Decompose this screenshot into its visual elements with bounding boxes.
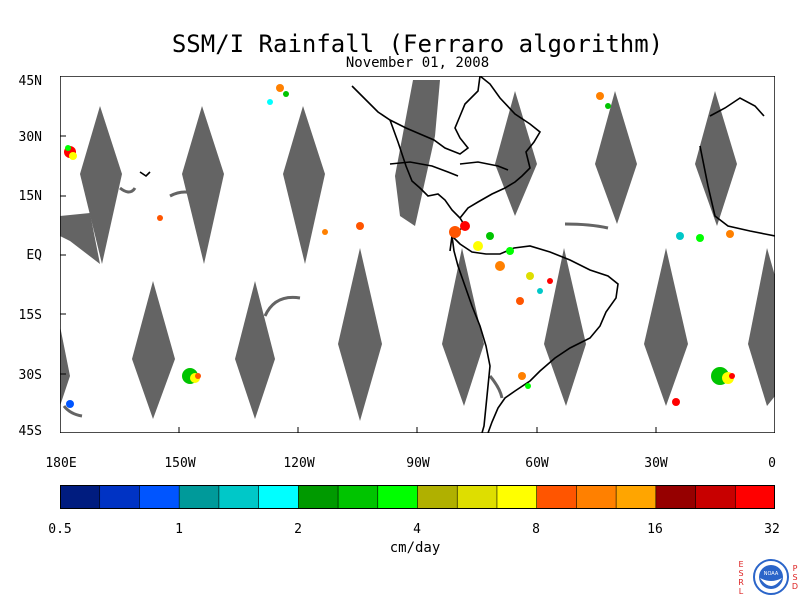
colorbar-swatch — [417, 485, 458, 509]
colorbar-swatch — [298, 485, 339, 509]
map-title: SSM/I Rainfall (Ferraro algorithm) — [171, 30, 664, 58]
colorbar-swatch — [139, 485, 180, 509]
colorbar-swatch — [457, 485, 498, 509]
colorbar-swatch — [179, 485, 220, 509]
y-tick-label: 30S — [18, 368, 42, 383]
x-tick-label: 0 — [768, 456, 776, 471]
rainfall-map — [60, 76, 775, 433]
colorbar-tick-label: 1 — [175, 522, 183, 537]
colorbar-tick-label: 16 — [647, 522, 663, 537]
colorbar-swatch — [616, 485, 657, 509]
colorbar-tick-label: 2 — [294, 522, 302, 537]
x-tick-label: 30W — [644, 456, 668, 471]
y-tick-label: 45N — [18, 74, 42, 89]
colorbar-swatch — [695, 485, 736, 509]
colorbar-swatch — [338, 485, 379, 509]
y-tick-label: 30N — [18, 130, 42, 145]
colorbar-tick-label: 4 — [413, 522, 421, 537]
colorbar-swatch — [536, 485, 577, 509]
x-tick-label: 180E — [45, 456, 77, 471]
x-tick-label: 120W — [283, 456, 315, 471]
colorbar-swatch — [99, 485, 140, 509]
y-tick-label: EQ — [26, 248, 42, 263]
colorbar-tick-label: 8 — [532, 522, 540, 537]
colorbar-swatch — [377, 485, 418, 509]
colorbar-swatch — [576, 485, 617, 509]
y-tick-label: 15S — [18, 308, 42, 323]
swath-gaps — [60, 80, 775, 421]
x-tick-label: 60W — [525, 456, 549, 471]
svg-text:NOAA: NOAA — [764, 571, 779, 577]
y-tick-label: 45S — [18, 424, 42, 439]
colorbar-swatch — [496, 485, 538, 509]
map-ticks — [60, 76, 657, 433]
colorbar — [60, 485, 775, 509]
colorbar-swatch — [60, 485, 101, 509]
noaa-seal-icon: NOAA — [753, 559, 789, 595]
colorbar-tick-label: 0.5 — [48, 522, 72, 537]
y-tick-label: 15N — [18, 189, 42, 204]
rainfall-patches — [64, 84, 735, 408]
colorbar-units: cm/day — [389, 540, 441, 556]
x-tick-label: 150W — [164, 456, 196, 471]
x-tick-label: 90W — [406, 456, 430, 471]
map-date: November 01, 2008 — [345, 55, 490, 71]
colorbar-swatch — [735, 485, 775, 509]
colorbar-swatch — [655, 485, 697, 509]
colorbar-swatch — [258, 485, 299, 509]
colorbar-tick-label: 32 — [764, 522, 780, 537]
colorbar-swatch — [218, 485, 260, 509]
